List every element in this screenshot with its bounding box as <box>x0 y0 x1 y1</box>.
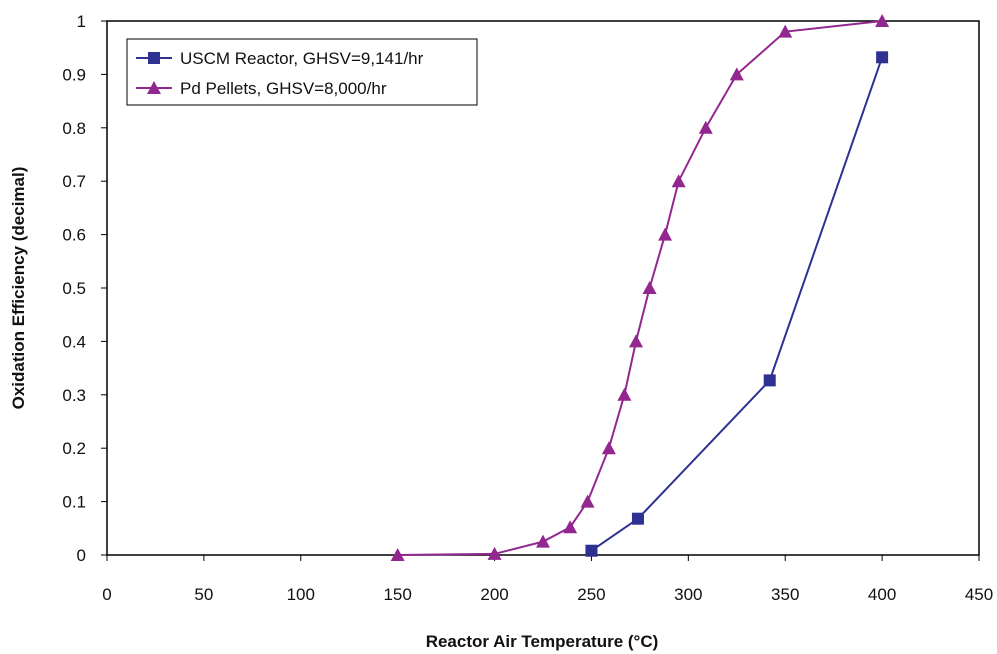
legend-box <box>126 38 478 106</box>
data-point-triangle <box>658 227 673 241</box>
legend-label-pd: Pd Pellets, GHSV=8,000/hr <box>180 79 387 98</box>
y-tick-label: 0.3 <box>62 386 86 405</box>
legend-label-uscm: USCM Reactor, GHSV=9,141/hr <box>180 49 424 68</box>
series-pd-pellets <box>390 14 890 561</box>
x-axis-title: Reactor Air Temperature (°C) <box>426 632 659 651</box>
legend-item-uscm: USCM Reactor, GHSV=9,141/hr <box>136 49 424 68</box>
data-point-triangle <box>580 494 595 508</box>
legend-marker-triangle <box>147 81 161 94</box>
data-point-triangle <box>487 546 502 560</box>
x-tick-label: 250 <box>577 585 605 604</box>
axis-ticks: 0 50 100 150 200 250 300 350 400 450 0 0.1 0.2 0.3 0.4… <box>62 12 993 604</box>
series-line <box>590 56 884 552</box>
data-point-triangle <box>778 24 793 38</box>
x-tick-label: 350 <box>771 585 799 604</box>
data-point-triangle <box>617 387 632 401</box>
y-tick-label: 0.9 <box>62 65 86 84</box>
data-point-triangle <box>390 548 405 561</box>
y-tick-label: 0 <box>77 546 86 565</box>
y-tick-label: 0.4 <box>62 332 86 351</box>
data-point-triangle <box>601 441 616 455</box>
data-point-square <box>631 512 644 525</box>
data-point-square <box>876 51 889 64</box>
data-point-square <box>763 374 776 387</box>
data-point-triangle <box>698 120 713 134</box>
y-tick-label: 0.2 <box>62 439 86 458</box>
y-tick-label: 1 <box>77 12 86 31</box>
x-tick-label: 450 <box>965 585 993 604</box>
x-tick-label: 100 <box>287 585 315 604</box>
x-tick-label: 0 <box>102 585 111 604</box>
data-point-triangle <box>629 334 644 348</box>
data-point-triangle <box>642 281 657 294</box>
x-tick-label: 50 <box>194 585 213 604</box>
series-layer <box>390 14 890 561</box>
x-tick-label: 150 <box>383 585 411 604</box>
data-point-triangle <box>563 520 578 534</box>
y-tick-label: 0.1 <box>62 493 86 512</box>
y-tick-label: 0.8 <box>62 119 86 138</box>
data-point-square <box>585 544 598 557</box>
legend-marker-square <box>148 52 160 64</box>
y-tick-label: 0.5 <box>62 279 86 298</box>
x-tick-label: 400 <box>868 585 896 604</box>
data-point-triangle <box>875 14 890 27</box>
y-axis-title: Oxidation Efficiency (decimal) <box>9 167 28 410</box>
y-tick-label: 0.6 <box>62 226 86 245</box>
data-point-triangle <box>729 67 744 81</box>
legend: USCM Reactor, GHSV=9,141/hr Pd Pellets, … <box>126 38 478 106</box>
y-tick-label: 0.7 <box>62 172 86 191</box>
data-point-triangle <box>671 174 686 188</box>
series-uscm-reactor <box>585 51 889 557</box>
x-tick-label: 200 <box>480 585 508 604</box>
data-point-triangle <box>536 534 550 548</box>
x-tick-label: 300 <box>674 585 702 604</box>
legend-item-pd: Pd Pellets, GHSV=8,000/hr <box>136 79 387 98</box>
